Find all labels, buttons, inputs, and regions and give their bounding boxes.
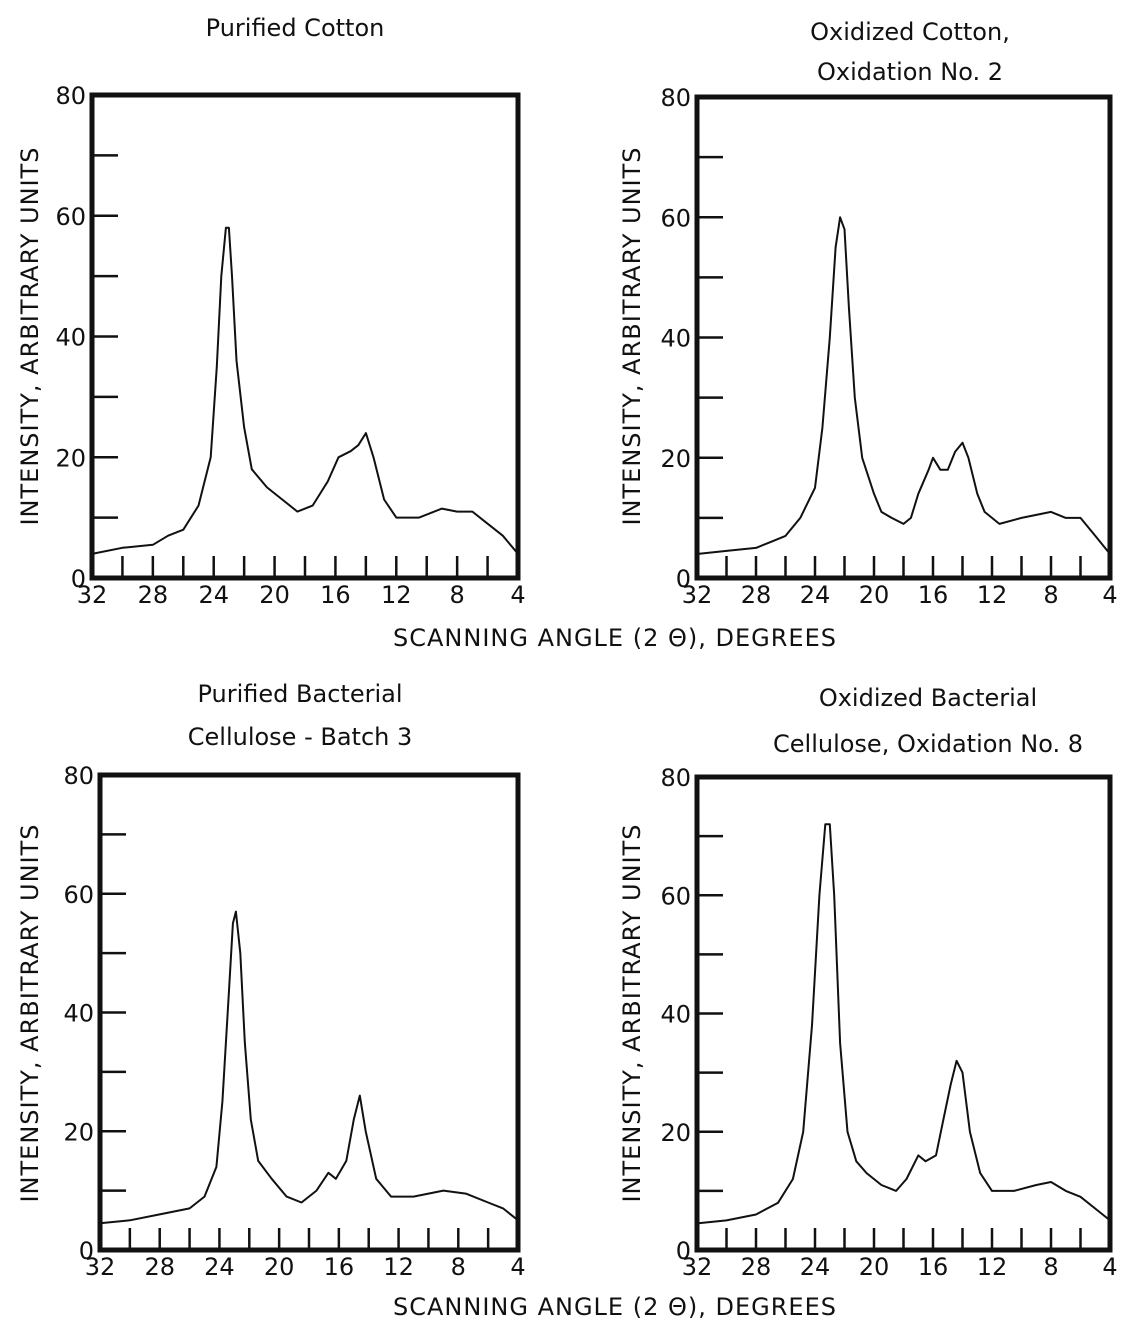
- x-tick-label: 8: [1043, 1253, 1058, 1281]
- chart-panel-4: Oxidized Bacterial Cellulose, Oxidation N…: [618, 684, 1118, 1281]
- y-axis-label: INTENSITY, ARBITRARY UNITS: [16, 146, 44, 525]
- x-tick-label: 28: [138, 581, 169, 609]
- series-line-1: [696, 216, 1111, 555]
- y-axis-label: INTENSITY, ARBITRARY UNITS: [618, 823, 646, 1202]
- x-tick-label: 16: [320, 581, 351, 609]
- x-axis-label-bottom: SCANNING ANGLE (2 Θ), DEGREES: [393, 1293, 837, 1321]
- chart-panel-2: Oxidized Cotton, Oxidation No. 2 0 20 40 60 80…: [618, 18, 1118, 609]
- series-line-1: [91, 226, 519, 555]
- x-tick-label: 24: [198, 581, 229, 609]
- x-tick-label: 20: [264, 1253, 295, 1281]
- y-tick-label: 20: [55, 444, 86, 472]
- y-tick-label: 0: [71, 565, 86, 593]
- chart-title: Oxidized Bacterial: [819, 684, 1037, 712]
- x-tick-label: 28: [741, 581, 772, 609]
- chart-title: Purified Bacterial: [198, 680, 403, 708]
- y-tick-label: 60: [63, 881, 94, 909]
- y-tick-label: 20: [660, 445, 691, 473]
- plot-frame: [97, 772, 521, 1253]
- x-tick-label: 32: [77, 581, 108, 609]
- y-tick-label: 0: [676, 1237, 691, 1265]
- x-tick-label: 8: [451, 1253, 466, 1281]
- x-tick-label: 32: [682, 1253, 713, 1281]
- x-tick-label: 32: [85, 1253, 116, 1281]
- y-tick-label: 60: [660, 204, 691, 232]
- x-tick-label: 24: [800, 581, 831, 609]
- x-axis-label-top: SCANNING ANGLE (2 Θ), DEGREES: [393, 624, 837, 652]
- plot-frame: [694, 94, 1113, 581]
- x-tick-label: 8: [1043, 581, 1058, 609]
- y-tick-label: 80: [55, 82, 86, 110]
- y-tick-label: 20: [660, 1119, 691, 1147]
- y-tick-label: 60: [660, 882, 691, 910]
- x-tick-label: 16: [918, 1253, 949, 1281]
- x-tick-label: 12: [381, 581, 412, 609]
- series-line-1: [99, 910, 519, 1225]
- series-line-1: [696, 823, 1111, 1225]
- y-tick-label: 40: [63, 1000, 94, 1028]
- chart-title: Cellulose - Batch 3: [188, 723, 413, 751]
- chart-title: Oxidation No. 2: [817, 58, 1003, 86]
- y-axis-label: INTENSITY, ARBITRARY UNITS: [16, 823, 44, 1202]
- chart-title: Cellulose, Oxidation No. 8: [773, 730, 1083, 758]
- x-tick-label: 20: [859, 1253, 890, 1281]
- x-tick-label: 24: [204, 1253, 235, 1281]
- x-tick-label: 20: [859, 581, 890, 609]
- chart-title: Purified Cotton: [206, 14, 385, 42]
- plot-frame: [694, 774, 1113, 1253]
- chart-panel-1: Purified Cotton 0 20 40 60 80 32 28 24 20 16 12 8 4 IN…: [16, 14, 526, 609]
- x-tick-label: 4: [510, 1253, 525, 1281]
- chart-title: Oxidized Cotton,: [810, 18, 1010, 46]
- y-tick-label: 80: [63, 762, 94, 790]
- y-tick-label: 20: [63, 1118, 94, 1146]
- x-tick-label: 12: [977, 1253, 1008, 1281]
- x-tick-label: 32: [682, 581, 713, 609]
- chart-panel-3: Purified Bacterial Cellulose - Batch 3 0 20…: [16, 680, 526, 1281]
- y-tick-label: 40: [55, 324, 86, 352]
- x-tick-label: 28: [144, 1253, 175, 1281]
- x-tick-label: 16: [918, 581, 949, 609]
- y-tick-label: 80: [660, 84, 691, 112]
- y-tick-label: 40: [660, 1001, 691, 1029]
- x-tick-label: 4: [1102, 1253, 1117, 1281]
- x-tick-label: 28: [741, 1253, 772, 1281]
- y-tick-label: 60: [55, 203, 86, 231]
- x-tick-label: 12: [383, 1253, 414, 1281]
- y-tick-label: 80: [660, 764, 691, 792]
- x-tick-label: 4: [1102, 581, 1117, 609]
- x-tick-label: 20: [259, 581, 290, 609]
- y-tick-label: 0: [79, 1237, 94, 1265]
- x-tick-label: 4: [510, 581, 525, 609]
- x-tick-label: 12: [977, 581, 1008, 609]
- y-axis-label: INTENSITY, ARBITRARY UNITS: [618, 146, 646, 525]
- y-tick-label: 0: [676, 565, 691, 593]
- x-tick-label: 8: [450, 581, 465, 609]
- plot-frame: [89, 92, 521, 581]
- x-tick-label: 24: [800, 1253, 831, 1281]
- y-tick-label: 40: [660, 325, 691, 353]
- x-tick-label: 16: [324, 1253, 355, 1281]
